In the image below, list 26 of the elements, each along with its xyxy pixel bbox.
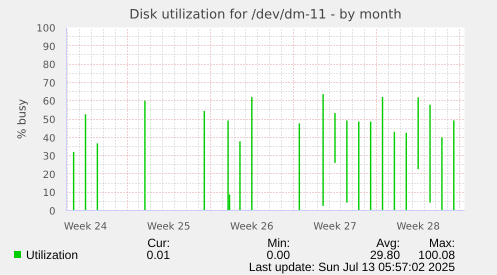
y-tick-label: 60 [42, 96, 56, 108]
x-tick-label: Week 24 [64, 222, 108, 232]
y-tick-label: 30 [42, 152, 56, 163]
y-tick-label: 0 [49, 206, 56, 218]
y-tick-label: 80 [42, 60, 56, 72]
text: Last update: Sun Jul 13 05:57:02 2025 [248, 260, 455, 274]
y-tick-label: 50 [42, 115, 56, 126]
y-tick-label: 100 [36, 24, 56, 34]
x-tick-label: Week 27 [313, 222, 357, 232]
chart-title: Disk utilization for /dev/dm-11 - by month [129, 8, 402, 22]
x-tick-label: Week 25 [147, 222, 190, 232]
x-tick-label: Week 26 [230, 222, 274, 232]
text: Avg: [375, 235, 400, 250]
x-tick-label: Week 28 [396, 222, 440, 232]
y-tick-label: 20 [42, 170, 56, 181]
y-tick-label: 10 [42, 188, 56, 200]
legend-label: Utilization [26, 247, 78, 264]
text: 100.08 [418, 248, 455, 262]
y-tick-label: 90 [42, 42, 56, 53]
text: Max: [428, 235, 455, 250]
y-tick-label: 40 [42, 133, 56, 144]
text: 29.80 [368, 248, 400, 262]
text: Cur: [146, 235, 170, 250]
text: 0.01 [146, 248, 170, 264]
y-axis-title: % busy [15, 98, 28, 140]
y-tick-label: 70 [42, 78, 56, 90]
